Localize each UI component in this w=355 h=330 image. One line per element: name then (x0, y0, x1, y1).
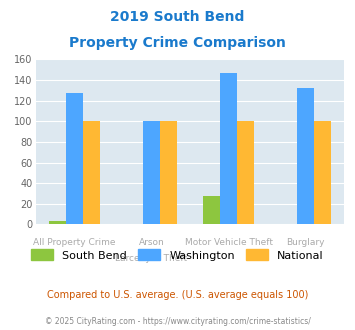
Text: Burglary: Burglary (286, 238, 325, 247)
Text: Motor Vehicle Theft: Motor Vehicle Theft (185, 238, 273, 247)
Text: Arson: Arson (138, 238, 164, 247)
Bar (49, 221, 66, 224)
Text: Property Crime Comparison: Property Crime Comparison (69, 36, 286, 50)
Legend: South Bend, Washington, National: South Bend, Washington, National (27, 245, 328, 265)
Bar (220, 73, 237, 224)
Bar (83, 121, 100, 224)
Bar (297, 88, 314, 224)
Bar (66, 93, 83, 224)
Bar (143, 121, 160, 224)
Text: All Property Crime: All Property Crime (33, 238, 115, 247)
Text: 2019 South Bend: 2019 South Bend (110, 10, 245, 24)
Bar (203, 195, 220, 224)
Text: © 2025 CityRating.com - https://www.cityrating.com/crime-statistics/: © 2025 CityRating.com - https://www.city… (45, 317, 310, 326)
Bar (237, 121, 254, 224)
Text: Compared to U.S. average. (U.S. average equals 100): Compared to U.S. average. (U.S. average … (47, 290, 308, 300)
Text: Larceny & Theft: Larceny & Theft (115, 254, 187, 263)
Bar (160, 121, 177, 224)
Bar (314, 121, 331, 224)
